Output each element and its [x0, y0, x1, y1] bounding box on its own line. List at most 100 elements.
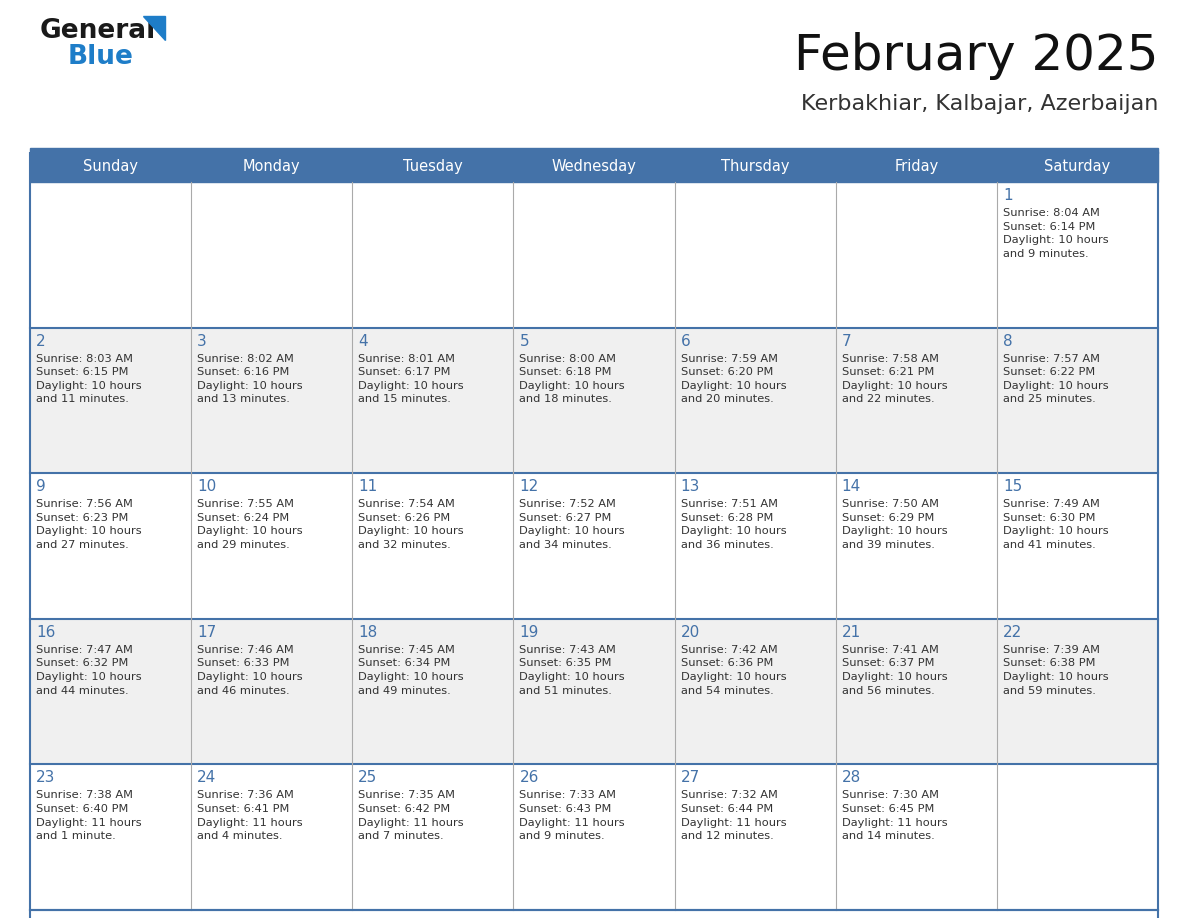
Text: 13: 13: [681, 479, 700, 494]
Text: Sunrise: 7:51 AM
Sunset: 6:28 PM
Daylight: 10 hours
and 36 minutes.: Sunrise: 7:51 AM Sunset: 6:28 PM Dayligh…: [681, 499, 786, 550]
Text: Sunrise: 7:59 AM
Sunset: 6:20 PM
Daylight: 10 hours
and 20 minutes.: Sunrise: 7:59 AM Sunset: 6:20 PM Dayligh…: [681, 353, 786, 405]
Text: Sunrise: 7:32 AM
Sunset: 6:44 PM
Daylight: 11 hours
and 12 minutes.: Sunrise: 7:32 AM Sunset: 6:44 PM Dayligh…: [681, 790, 786, 841]
Bar: [191, 182, 353, 328]
Text: 17: 17: [197, 625, 216, 640]
Text: 1: 1: [1003, 188, 1012, 203]
Bar: [835, 182, 997, 328]
Text: 19: 19: [519, 625, 539, 640]
Text: Sunrise: 7:38 AM
Sunset: 6:40 PM
Daylight: 11 hours
and 1 minute.: Sunrise: 7:38 AM Sunset: 6:40 PM Dayligh…: [36, 790, 141, 841]
Bar: [30, 473, 191, 619]
Bar: [513, 619, 675, 765]
Bar: [30, 765, 191, 910]
Text: 14: 14: [842, 479, 861, 494]
Bar: [353, 473, 513, 619]
Bar: [997, 152, 1158, 182]
Text: Blue: Blue: [68, 44, 134, 70]
Text: Sunrise: 7:35 AM
Sunset: 6:42 PM
Daylight: 11 hours
and 7 minutes.: Sunrise: 7:35 AM Sunset: 6:42 PM Dayligh…: [359, 790, 463, 841]
Bar: [191, 765, 353, 910]
Text: 9: 9: [36, 479, 46, 494]
Text: Sunrise: 7:52 AM
Sunset: 6:27 PM
Daylight: 10 hours
and 34 minutes.: Sunrise: 7:52 AM Sunset: 6:27 PM Dayligh…: [519, 499, 625, 550]
Text: 24: 24: [197, 770, 216, 786]
Bar: [191, 473, 353, 619]
Text: Sunrise: 7:58 AM
Sunset: 6:21 PM
Daylight: 10 hours
and 22 minutes.: Sunrise: 7:58 AM Sunset: 6:21 PM Dayligh…: [842, 353, 947, 405]
Bar: [513, 328, 675, 473]
Bar: [353, 765, 513, 910]
Text: 28: 28: [842, 770, 861, 786]
Text: Sunrise: 7:46 AM
Sunset: 6:33 PM
Daylight: 10 hours
and 46 minutes.: Sunrise: 7:46 AM Sunset: 6:33 PM Dayligh…: [197, 644, 303, 696]
Text: 10: 10: [197, 479, 216, 494]
Bar: [835, 152, 997, 182]
Text: Sunrise: 7:39 AM
Sunset: 6:38 PM
Daylight: 10 hours
and 59 minutes.: Sunrise: 7:39 AM Sunset: 6:38 PM Dayligh…: [1003, 644, 1108, 696]
Bar: [353, 619, 513, 765]
Text: Sunrise: 8:01 AM
Sunset: 6:17 PM
Daylight: 10 hours
and 15 minutes.: Sunrise: 8:01 AM Sunset: 6:17 PM Dayligh…: [359, 353, 463, 405]
Bar: [835, 619, 997, 765]
Text: Sunrise: 7:50 AM
Sunset: 6:29 PM
Daylight: 10 hours
and 39 minutes.: Sunrise: 7:50 AM Sunset: 6:29 PM Dayligh…: [842, 499, 947, 550]
Bar: [835, 473, 997, 619]
Bar: [997, 182, 1158, 328]
Text: Sunrise: 8:04 AM
Sunset: 6:14 PM
Daylight: 10 hours
and 9 minutes.: Sunrise: 8:04 AM Sunset: 6:14 PM Dayligh…: [1003, 208, 1108, 259]
Bar: [997, 619, 1158, 765]
Text: 4: 4: [359, 333, 368, 349]
Text: 15: 15: [1003, 479, 1022, 494]
Bar: [191, 328, 353, 473]
Bar: [30, 152, 191, 182]
Text: 8: 8: [1003, 333, 1012, 349]
Text: 11: 11: [359, 479, 378, 494]
Bar: [835, 765, 997, 910]
Text: 21: 21: [842, 625, 861, 640]
Text: Sunrise: 7:33 AM
Sunset: 6:43 PM
Daylight: 11 hours
and 9 minutes.: Sunrise: 7:33 AM Sunset: 6:43 PM Dayligh…: [519, 790, 625, 841]
Text: Kerbakhiar, Kalbajar, Azerbaijan: Kerbakhiar, Kalbajar, Azerbaijan: [801, 94, 1158, 114]
Bar: [675, 152, 835, 182]
Bar: [353, 152, 513, 182]
Bar: [835, 328, 997, 473]
Bar: [513, 765, 675, 910]
Text: 5: 5: [519, 333, 529, 349]
Bar: [997, 473, 1158, 619]
Bar: [675, 619, 835, 765]
Text: 20: 20: [681, 625, 700, 640]
Text: Saturday: Saturday: [1044, 160, 1111, 174]
Text: Tuesday: Tuesday: [403, 160, 463, 174]
Text: 12: 12: [519, 479, 538, 494]
Polygon shape: [143, 16, 165, 40]
Text: Sunrise: 8:02 AM
Sunset: 6:16 PM
Daylight: 10 hours
and 13 minutes.: Sunrise: 8:02 AM Sunset: 6:16 PM Dayligh…: [197, 353, 303, 405]
Text: 22: 22: [1003, 625, 1022, 640]
Text: 25: 25: [359, 770, 378, 786]
Bar: [191, 619, 353, 765]
Text: 2: 2: [36, 333, 45, 349]
Bar: [675, 473, 835, 619]
Text: 6: 6: [681, 333, 690, 349]
Text: 26: 26: [519, 770, 539, 786]
Text: Sunday: Sunday: [83, 160, 138, 174]
Bar: [675, 182, 835, 328]
Bar: [30, 152, 1158, 918]
Bar: [675, 328, 835, 473]
Bar: [997, 765, 1158, 910]
Bar: [30, 148, 1158, 153]
Text: 27: 27: [681, 770, 700, 786]
Text: February 2025: February 2025: [794, 32, 1158, 80]
Text: Sunrise: 8:03 AM
Sunset: 6:15 PM
Daylight: 10 hours
and 11 minutes.: Sunrise: 8:03 AM Sunset: 6:15 PM Dayligh…: [36, 353, 141, 405]
Text: Sunrise: 7:43 AM
Sunset: 6:35 PM
Daylight: 10 hours
and 51 minutes.: Sunrise: 7:43 AM Sunset: 6:35 PM Dayligh…: [519, 644, 625, 696]
Text: General: General: [40, 18, 157, 44]
Text: Thursday: Thursday: [721, 160, 789, 174]
Text: Wednesday: Wednesday: [551, 160, 637, 174]
Text: 23: 23: [36, 770, 56, 786]
Text: Sunrise: 7:36 AM
Sunset: 6:41 PM
Daylight: 11 hours
and 4 minutes.: Sunrise: 7:36 AM Sunset: 6:41 PM Dayligh…: [197, 790, 303, 841]
Bar: [513, 473, 675, 619]
Bar: [30, 328, 191, 473]
Text: Monday: Monday: [242, 160, 301, 174]
Bar: [353, 328, 513, 473]
Text: Sunrise: 7:49 AM
Sunset: 6:30 PM
Daylight: 10 hours
and 41 minutes.: Sunrise: 7:49 AM Sunset: 6:30 PM Dayligh…: [1003, 499, 1108, 550]
Bar: [30, 182, 191, 328]
Text: Sunrise: 7:54 AM
Sunset: 6:26 PM
Daylight: 10 hours
and 32 minutes.: Sunrise: 7:54 AM Sunset: 6:26 PM Dayligh…: [359, 499, 463, 550]
Text: Sunrise: 7:45 AM
Sunset: 6:34 PM
Daylight: 10 hours
and 49 minutes.: Sunrise: 7:45 AM Sunset: 6:34 PM Dayligh…: [359, 644, 463, 696]
Bar: [353, 182, 513, 328]
Text: Friday: Friday: [895, 160, 939, 174]
Bar: [30, 619, 191, 765]
Text: Sunrise: 7:57 AM
Sunset: 6:22 PM
Daylight: 10 hours
and 25 minutes.: Sunrise: 7:57 AM Sunset: 6:22 PM Dayligh…: [1003, 353, 1108, 405]
Text: Sunrise: 7:47 AM
Sunset: 6:32 PM
Daylight: 10 hours
and 44 minutes.: Sunrise: 7:47 AM Sunset: 6:32 PM Dayligh…: [36, 644, 141, 696]
Bar: [997, 328, 1158, 473]
Text: Sunrise: 7:56 AM
Sunset: 6:23 PM
Daylight: 10 hours
and 27 minutes.: Sunrise: 7:56 AM Sunset: 6:23 PM Dayligh…: [36, 499, 141, 550]
Text: 7: 7: [842, 333, 852, 349]
